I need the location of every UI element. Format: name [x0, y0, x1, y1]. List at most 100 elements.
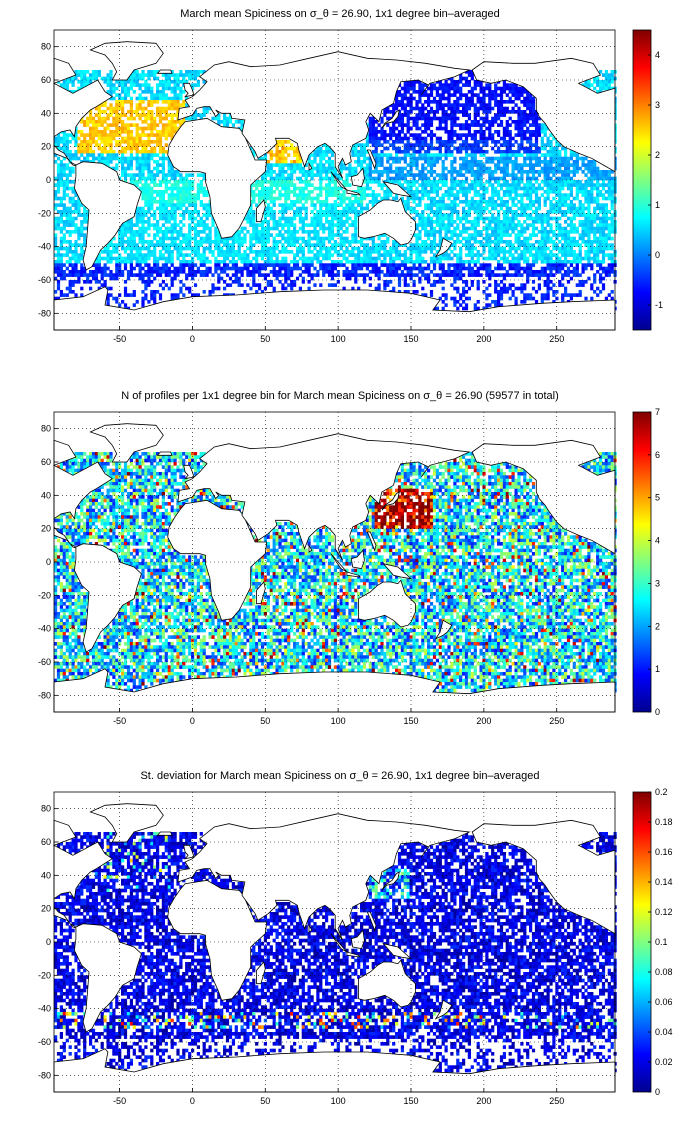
map-cell	[115, 143, 118, 147]
map-cell	[430, 100, 433, 104]
map-cell	[439, 147, 442, 151]
map-cell	[203, 230, 206, 234]
map-cell	[351, 247, 354, 251]
map-cell	[112, 157, 115, 161]
map-cell	[389, 170, 392, 174]
map-cell	[211, 250, 214, 254]
map-cell	[558, 227, 561, 231]
map-cell	[413, 180, 416, 184]
map-cell	[532, 150, 535, 154]
map-cell	[538, 203, 541, 207]
map-cell	[445, 207, 448, 211]
map-cell	[468, 187, 471, 191]
map-cell	[596, 190, 599, 194]
map-cell	[456, 147, 459, 151]
map-cell	[433, 230, 436, 234]
map-cell	[555, 167, 558, 171]
map-cell	[459, 143, 462, 147]
map-cell	[442, 83, 445, 87]
map-cell	[276, 183, 279, 187]
map-cell	[322, 240, 325, 244]
map-cell	[112, 83, 115, 87]
map-cell	[174, 173, 177, 177]
map-cell	[415, 180, 418, 184]
map-cell	[459, 233, 462, 237]
map-cell	[517, 177, 520, 181]
map-cell	[582, 230, 585, 234]
map-cell	[439, 213, 442, 217]
map-cell	[500, 240, 503, 244]
map-cell	[544, 160, 547, 164]
map-cell	[66, 220, 69, 224]
map-cell	[345, 167, 348, 171]
map-cell	[529, 180, 532, 184]
map-cell	[77, 237, 80, 241]
map-cell	[497, 230, 500, 234]
map-cell	[197, 220, 200, 224]
map-cell	[447, 223, 450, 227]
map-cell	[608, 170, 611, 174]
map-cell	[608, 187, 611, 191]
map-cell	[529, 133, 532, 137]
map-cell	[477, 180, 480, 184]
map-cell	[462, 227, 465, 231]
map-cell	[427, 87, 430, 91]
map-cell	[439, 227, 442, 231]
map-cell	[270, 200, 273, 204]
map-cell	[345, 207, 348, 211]
map-cell	[517, 120, 520, 124]
map-cell	[159, 83, 162, 87]
map-cell	[276, 163, 279, 167]
map-cell	[558, 233, 561, 237]
map-cell	[159, 107, 162, 111]
map-cell	[360, 240, 363, 244]
map-cell	[130, 133, 133, 137]
map-cell	[95, 130, 98, 134]
map-cell	[136, 167, 139, 171]
map-cell	[165, 150, 168, 154]
map-cell	[590, 183, 593, 187]
map-cell	[424, 127, 427, 131]
map-cell	[153, 100, 156, 104]
map-cell	[453, 100, 456, 104]
map-cell	[159, 210, 162, 214]
map-cell	[447, 193, 450, 197]
map-cell	[386, 160, 389, 164]
map-cell	[331, 210, 334, 214]
map-cell	[261, 187, 264, 191]
map-cell	[549, 160, 552, 164]
map-cell	[386, 133, 389, 137]
map-cell	[305, 197, 308, 201]
map-cell	[506, 190, 509, 194]
map-cell	[290, 173, 293, 177]
map-cell	[141, 90, 144, 94]
map-cell	[421, 137, 424, 141]
map-cell	[471, 150, 474, 154]
map-cell	[584, 200, 587, 204]
map-cell	[488, 83, 491, 87]
map-cell	[453, 83, 456, 87]
map-cell	[494, 113, 497, 117]
map-cell	[459, 137, 462, 141]
map-cell	[564, 200, 567, 204]
map-cell	[465, 140, 468, 144]
map-cell	[480, 83, 483, 87]
map-cell	[176, 120, 179, 124]
map-cell	[287, 187, 290, 191]
map-cell	[605, 227, 608, 231]
map-cell	[468, 237, 471, 241]
map-cell	[238, 237, 241, 241]
map-cell	[506, 213, 509, 217]
map-cell	[223, 123, 226, 127]
map-cell	[380, 170, 383, 174]
map-cell	[447, 187, 450, 191]
map-cell	[101, 137, 104, 141]
map-cell	[424, 140, 427, 144]
map-cell	[584, 193, 587, 197]
map-cell	[549, 210, 552, 214]
map-cell	[372, 193, 375, 197]
map-cell	[520, 123, 523, 127]
map-cell	[491, 230, 494, 234]
map-cell	[92, 137, 95, 141]
map-cell	[447, 213, 450, 217]
